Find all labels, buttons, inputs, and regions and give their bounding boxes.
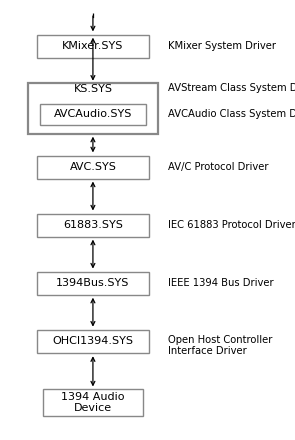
Bar [37, 272, 149, 295]
Bar [37, 330, 149, 353]
Text: 61883.SYS: 61883.SYS [63, 220, 123, 230]
Text: IEEE 1394 Bus Driver: IEEE 1394 Bus Driver [168, 279, 274, 288]
Bar [37, 214, 149, 237]
Text: AV/C Protocol Driver: AV/C Protocol Driver [168, 162, 269, 172]
Text: KMixer System Driver: KMixer System Driver [168, 41, 276, 51]
Bar [37, 156, 149, 179]
Bar [37, 35, 149, 58]
Text: Open Host Controller
Interface Driver: Open Host Controller Interface Driver [168, 334, 273, 356]
Bar [43, 389, 143, 416]
Text: 1394 Audio
Device: 1394 Audio Device [61, 392, 125, 414]
Text: AVStream Class System Driver: AVStream Class System Driver [168, 83, 295, 93]
Text: AVCAudio.SYS: AVCAudio.SYS [54, 110, 132, 119]
Text: KS.SYS: KS.SYS [73, 84, 112, 94]
Text: KMixer.SYS: KMixer.SYS [62, 41, 124, 51]
Text: 1394Bus.SYS: 1394Bus.SYS [56, 279, 130, 288]
Text: AVCAudio Class System Driver: AVCAudio Class System Driver [168, 110, 295, 119]
Text: IEC 61883 Protocol Driver: IEC 61883 Protocol Driver [168, 220, 295, 230]
Text: OHCI1394.SYS: OHCI1394.SYS [53, 337, 133, 346]
Bar [28, 83, 158, 134]
Bar [40, 104, 146, 125]
Text: AVC.SYS: AVC.SYS [70, 162, 116, 172]
